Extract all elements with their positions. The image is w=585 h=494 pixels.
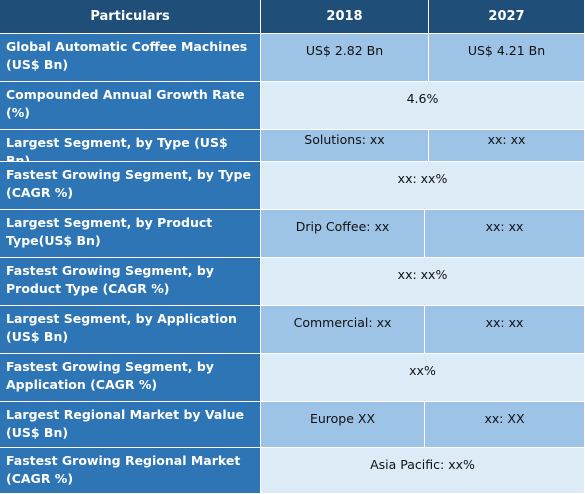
value-2018: Drip Coffee: xx [261,210,425,258]
row-label: Fastest Growing Segment, by Product Type… [0,258,261,306]
value-merged: xx: xx% [261,162,585,210]
row-label: Largest Regional Market by Value (US$ Bn… [0,402,261,448]
row-label: Compounded Annual Growth Rate (%) [0,82,261,130]
value-merged: xx% [261,354,585,402]
value-2018: US$ 2.82 Bn [261,34,429,82]
row-label: Fastest Growing Segment, by Type (CAGR %… [0,162,261,210]
header-2027: 2027 [429,0,585,34]
row-label: Fastest Growing Segment, by Application … [0,354,261,402]
value-2027: xx: xx [425,306,585,354]
value-2018: Europe XX [261,402,425,448]
header-particulars: Particulars [0,0,261,34]
value-2018: Commercial: xx [261,306,425,354]
value-merged: 4.6% [261,82,585,130]
header-2018: 2018 [261,0,429,34]
row-label: Largest Segment, by Type (US$ Bn) [0,130,261,162]
value-2027: US$ 4.21 Bn [429,34,585,82]
row-label: Fastest Growing Regional Market (CAGR %) [0,448,261,494]
row-label: Largest Segment, by Application (US$ Bn) [0,306,261,354]
value-2027: xx: XX [425,402,585,448]
row-label: Global Automatic Coffee Machines (US$ Bn… [0,34,261,82]
value-merged: xx: xx% [261,258,585,306]
value-2027: xx: xx [425,210,585,258]
value-merged: Asia Pacific: xx% [261,448,585,494]
value-2027: xx: xx [429,130,585,162]
row-label: Largest Segment, by Product Type(US$ Bn) [0,210,261,258]
value-2018: Solutions: xx [261,130,429,162]
